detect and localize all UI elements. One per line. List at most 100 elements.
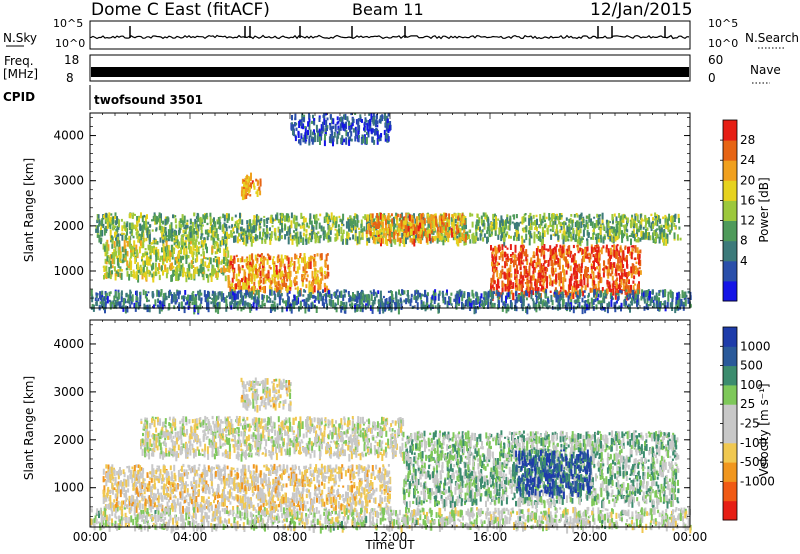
power-cell [302,257,305,262]
power-cell [633,289,636,296]
power-cell [503,238,506,247]
power-cell [230,255,233,262]
power-cell [580,279,583,287]
power-cell [220,297,223,300]
power-cell [568,250,571,255]
power-cell [245,238,248,247]
power-cell [239,258,242,263]
power-cell [502,282,505,287]
power-cell [228,234,231,238]
power-cell [258,267,261,273]
power-cell [678,226,681,230]
power-cell [152,275,155,283]
power-cell [483,297,486,303]
power-cell [354,304,356,310]
power-cell [410,228,412,236]
power-cell [133,252,136,255]
power-cell [539,293,542,297]
power-cell [458,232,461,238]
power-cell [557,235,560,241]
power-cell [571,285,574,294]
power-cell [608,301,611,308]
power-cell [490,283,492,291]
power-cell [351,302,354,310]
power-cell [585,303,588,311]
power-cell [573,263,576,271]
power-cell [178,221,181,228]
power-cell [109,217,112,223]
power-cell [543,224,546,229]
power-cell [617,293,620,298]
power-cell [548,213,551,221]
power-cell [113,302,116,309]
power-cell [108,256,111,265]
power-cell [129,231,132,234]
power-cell [338,228,340,234]
power-cell [206,246,208,254]
power-cell [179,271,182,277]
power-cell [414,223,417,227]
power-cell [125,267,128,271]
power-cell [567,238,570,242]
power-cell [134,213,136,216]
power-cell [415,237,418,241]
power-cell [175,244,178,248]
power-cell [405,236,407,245]
power-cell [249,223,252,232]
power-cell [535,221,537,230]
power-cell [622,283,625,290]
power-cell [563,230,566,236]
power-cell [539,265,542,269]
power-cell [309,292,312,295]
power-cell [590,276,592,279]
power-cell [105,252,108,257]
power-cell [188,272,191,278]
power-cell [294,287,297,290]
power-cell [574,221,577,227]
power-cell [343,289,346,294]
power-cell [501,306,504,312]
power-cell [238,219,240,222]
power-cell [131,249,133,257]
power-cell [572,228,575,234]
power-cell [442,237,445,246]
power-cell [482,297,485,300]
power-cell [116,298,119,306]
power-cell [611,228,614,233]
power-cell [165,273,168,279]
power-cell [503,235,506,239]
power-cell [252,302,255,309]
power-cell [647,304,650,307]
power-cell [539,280,542,287]
power-cell [342,294,345,302]
power-cell [543,251,546,259]
power-cell [255,220,258,226]
power-cell [249,234,252,242]
power-cell [549,228,552,232]
power-cell [576,214,579,218]
power-cell [515,291,517,297]
power-cell [142,231,145,240]
power-cell [420,228,423,233]
power-cell [590,218,592,224]
power-cell [100,225,103,228]
power-cell [445,227,447,236]
power-cell [224,275,227,282]
power-cell [575,220,578,227]
power-cell [461,223,464,231]
power-cell [530,233,533,237]
power-cell [555,292,558,300]
power-cell [155,219,158,223]
power-cell [198,292,201,296]
power-cell [477,219,480,226]
power-cell [660,227,663,233]
power-cell [396,232,399,236]
power-cell [102,215,105,218]
power-cell [284,255,287,260]
power-cell [235,293,238,300]
power-cell [318,222,321,229]
power-cell [185,274,188,278]
power-cell [222,224,225,231]
power-cell [289,261,292,267]
power-cell [491,251,494,255]
